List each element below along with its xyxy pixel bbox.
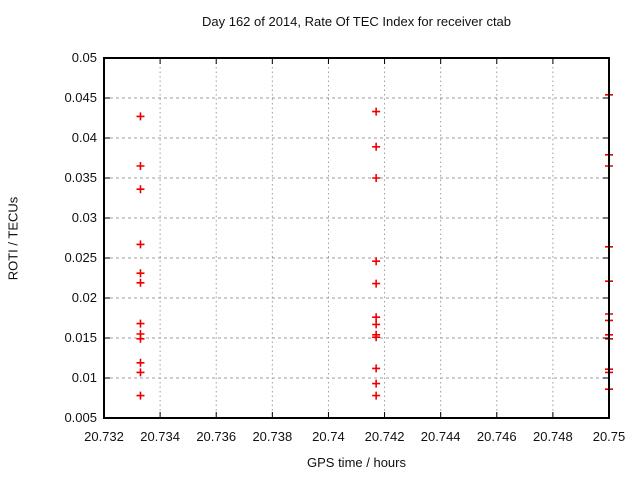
data-point-marker xyxy=(372,320,381,329)
data-point-marker xyxy=(372,333,381,342)
data-point-marker xyxy=(372,257,381,266)
x-tick-label: 20.748 xyxy=(532,429,573,444)
data-point-marker xyxy=(136,358,145,367)
x-tick-label: 20.738 xyxy=(252,429,293,444)
x-axis-label: GPS time / hours xyxy=(307,455,406,470)
x-tick-label: 20.736 xyxy=(196,429,237,444)
data-point-marker xyxy=(372,174,381,182)
data-point-marker xyxy=(136,185,145,194)
data-point-marker xyxy=(136,240,145,249)
data-point-marker xyxy=(136,112,145,121)
plot-border xyxy=(103,57,610,419)
data-point-marker xyxy=(136,391,145,400)
data-point-marker xyxy=(136,319,145,328)
data-point-marker xyxy=(136,278,145,287)
x-tick-label: 20.742 xyxy=(364,429,405,444)
data-point-marker xyxy=(372,391,381,400)
plot-canvas xyxy=(103,57,613,419)
data-point-marker xyxy=(136,269,145,278)
y-axis-label-wrap: ROTI / TECUs xyxy=(0,58,26,418)
y-axis-label: ROTI / TECUs xyxy=(5,196,21,280)
plot-area xyxy=(103,57,613,419)
data-point-marker xyxy=(372,379,381,388)
data-point-marker xyxy=(372,142,381,151)
x-tick-label: 20.732 xyxy=(84,429,124,444)
data-point-marker xyxy=(136,334,145,343)
x-tick-label: 20.734 xyxy=(140,429,180,444)
data-point-marker xyxy=(372,279,381,288)
chart-title: Day 162 of 2014, Rate Of TEC Index for r… xyxy=(201,14,512,29)
x-tick-label: 20.74 xyxy=(312,429,345,444)
data-point-marker xyxy=(372,364,381,373)
data-point-marker xyxy=(136,368,145,377)
data-point-marker xyxy=(136,162,145,170)
x-tick-label: 20.75 xyxy=(592,429,626,444)
data-point-marker xyxy=(372,313,381,322)
data-point-marker xyxy=(372,107,381,116)
x-tick-label: 20.746 xyxy=(476,429,517,444)
x-tick-label: 20.744 xyxy=(420,429,461,444)
